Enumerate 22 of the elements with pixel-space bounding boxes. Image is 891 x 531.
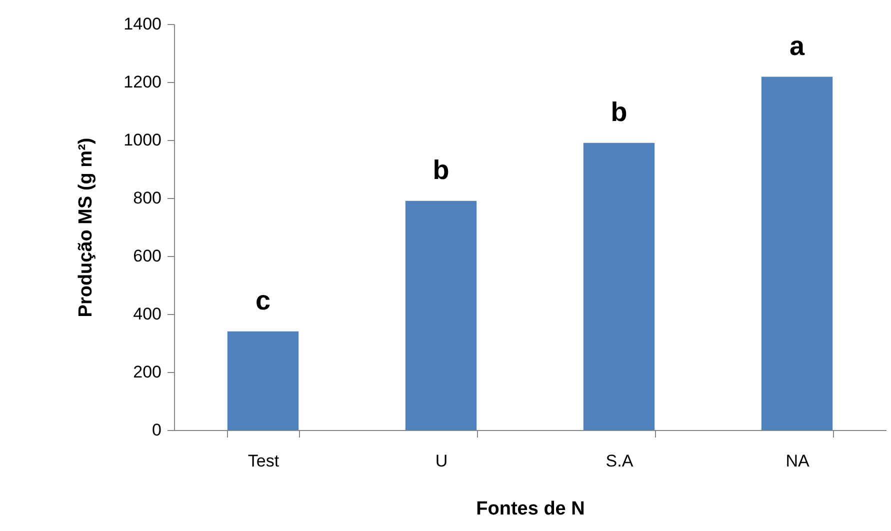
y-tick-label: 800 <box>133 188 162 208</box>
y-tick-label: 1000 <box>124 130 162 150</box>
x-tick-label: U <box>435 452 448 470</box>
y-tick-label: 200 <box>133 362 162 382</box>
x-tick-label: Test <box>248 452 280 470</box>
x-tick-label: S.A <box>606 452 634 470</box>
y-tick-label: 0 <box>152 420 162 440</box>
bar <box>405 200 477 430</box>
y-tick-label: 1200 <box>124 72 162 92</box>
y-tick-label: 600 <box>133 246 162 266</box>
y-tick-label: 400 <box>133 304 162 324</box>
x-axis-title: Fontes de N <box>476 498 585 520</box>
annotation: c <box>255 285 271 316</box>
bar <box>583 142 655 430</box>
annotation: b <box>610 96 628 127</box>
y-tick-label: 1400 <box>124 14 162 34</box>
x-tick-label: NA <box>786 452 810 470</box>
annotation: a <box>789 30 806 61</box>
annotation: b <box>432 154 450 185</box>
bar <box>227 331 299 430</box>
y-axis-title: Produção MS (g m²) <box>76 138 97 318</box>
bar <box>761 76 833 430</box>
